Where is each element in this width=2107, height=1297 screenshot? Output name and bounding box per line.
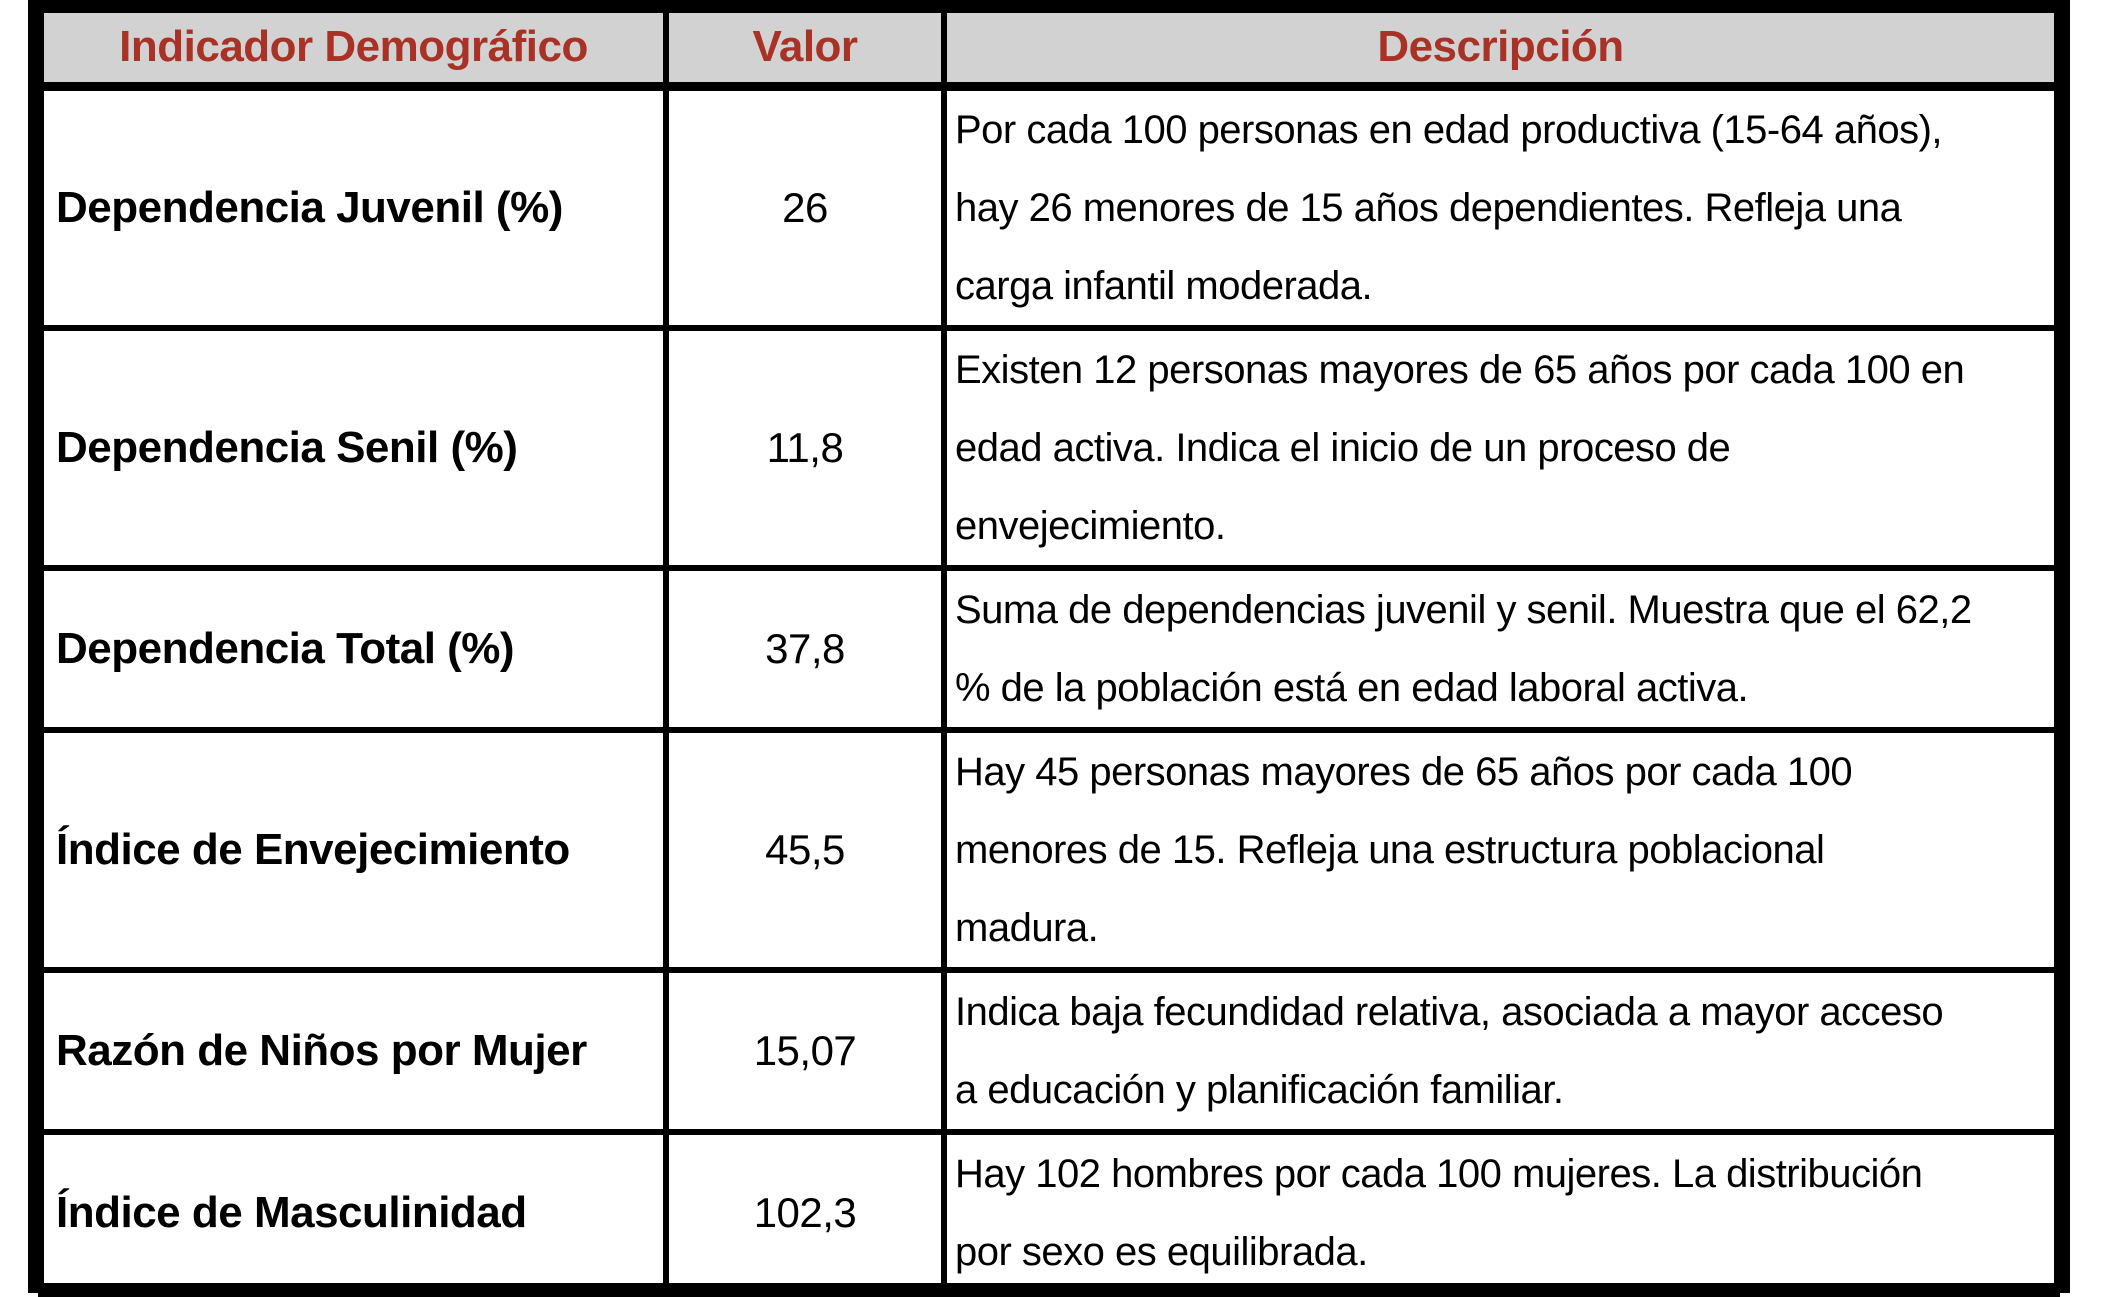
indicator-name: Índice de Envejecimiento — [38, 726, 669, 973]
header-row: Indicador Demográfico Valor Descripción — [38, 7, 2060, 91]
indicator-name: Razón de Niños por Mujer — [38, 966, 669, 1135]
indicator-value: 102,3 — [663, 1128, 947, 1297]
indicator-description: Suma de dependencias juvenil y senil. Mu… — [941, 564, 2060, 733]
table-row-dependencia-total: Dependencia Total (%) 37,8 Suma de depen… — [38, 564, 2060, 733]
indicator-description: Por cada 100 personas en edad productiva… — [941, 83, 2060, 331]
indicator-value: 11,8 — [663, 324, 947, 571]
demographic-indicators-table: Indicador Demográfico Valor Descripción … — [38, 7, 2060, 1297]
header-indicador-demografico: Indicador Demográfico — [38, 7, 669, 91]
indicator-name: Dependencia Senil (%) — [38, 324, 669, 571]
indicator-name: Índice de Masculinidad — [38, 1128, 669, 1297]
indicator-description: Indica baja fecundidad relativa, asociad… — [941, 966, 2060, 1135]
table-row-dependencia-senil: Dependencia Senil (%) 11,8 Existen 12 pe… — [38, 324, 2060, 571]
indicator-value: 15,07 — [663, 966, 947, 1135]
table-row-dependencia-juvenil: Dependencia Juvenil (%) 26 Por cada 100 … — [38, 83, 2060, 331]
indicator-value: 26 — [663, 83, 947, 331]
indicator-description: Hay 102 hombres por cada 100 mujeres. La… — [941, 1128, 2060, 1297]
table-row-razon-ninos-mujer: Razón de Niños por Mujer 15,07 Indica ba… — [38, 966, 2060, 1135]
indicator-name: Dependencia Total (%) — [38, 564, 669, 733]
demographic-indicators-table-frame: Indicador Demográfico Valor Descripción … — [28, 0, 2070, 1297]
indicator-name: Dependencia Juvenil (%) — [38, 83, 669, 331]
table-row-indice-envejecimiento: Índice de Envejecimiento 45,5 Hay 45 per… — [38, 726, 2060, 973]
table-row-indice-masculinidad: Índice de Masculinidad 102,3 Hay 102 hom… — [38, 1128, 2060, 1297]
indicator-description: Existen 12 personas mayores de 65 años p… — [941, 324, 2060, 571]
indicator-value: 45,5 — [663, 726, 947, 973]
indicator-value: 37,8 — [663, 564, 947, 733]
header-valor: Valor — [663, 7, 947, 91]
indicator-description: Hay 45 personas mayores de 65 años por c… — [941, 726, 2060, 973]
header-descripcion: Descripción — [941, 7, 2060, 91]
